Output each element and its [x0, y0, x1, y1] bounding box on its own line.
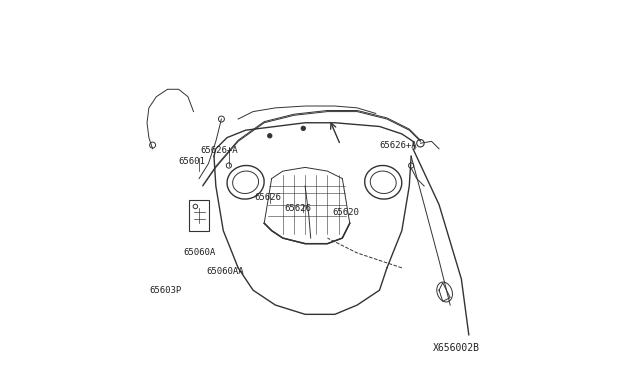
Text: 65626: 65626 — [284, 204, 311, 213]
FancyBboxPatch shape — [189, 200, 209, 231]
Circle shape — [268, 134, 272, 138]
Text: 65603P: 65603P — [150, 286, 182, 295]
Text: 65626+A: 65626+A — [380, 141, 417, 150]
Text: X656002B: X656002B — [433, 343, 480, 353]
Text: 65620: 65620 — [333, 208, 360, 217]
Text: 65626+A: 65626+A — [201, 146, 238, 155]
Text: 65060A: 65060A — [183, 248, 215, 257]
Text: 65060AA: 65060AA — [206, 267, 244, 276]
Text: 65626: 65626 — [255, 193, 282, 202]
Circle shape — [301, 126, 305, 131]
Text: 65601: 65601 — [178, 157, 205, 166]
